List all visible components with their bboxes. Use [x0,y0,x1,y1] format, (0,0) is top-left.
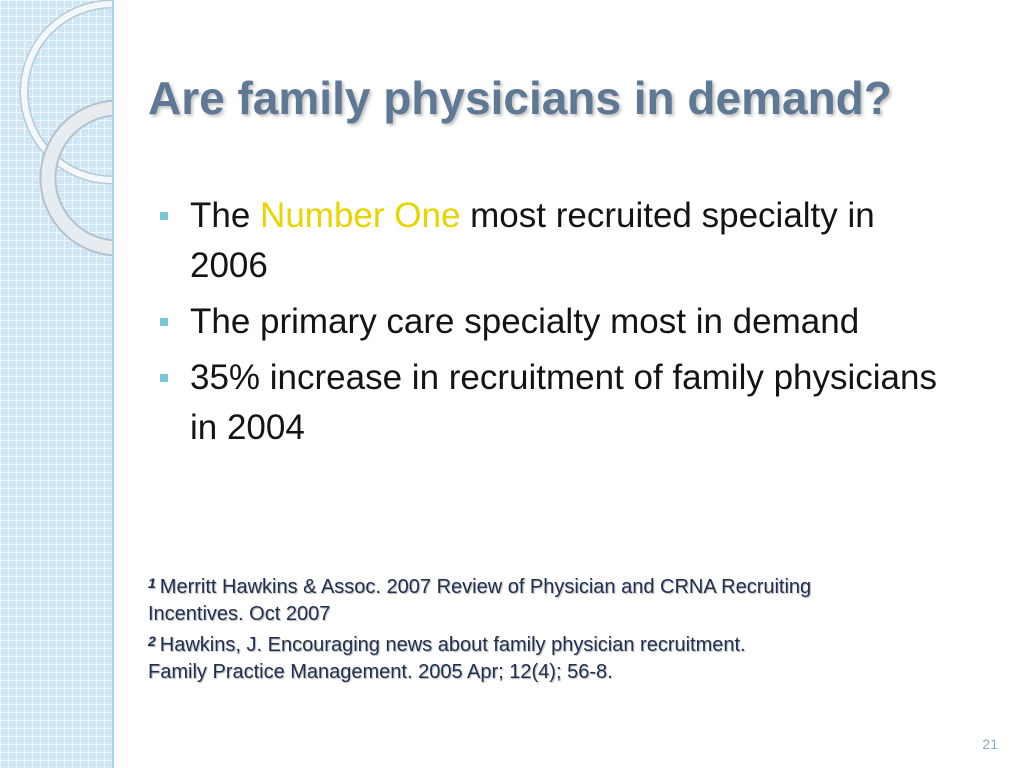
bullet-text-continuation: in 2004 [190,408,305,447]
references: 1 Merritt Hawkins & Assoc. 2007 Review of… [148,570,811,686]
reference-text: Hawkins, J. Encouraging news about famil… [159,634,746,656]
bullet-text-suffix: most recruited specialty in [460,196,875,235]
slide-title: Are family physicians in demand? [148,72,892,124]
square-bullet-icon [160,374,168,382]
decorative-side-strip [0,0,114,768]
reference-text: Merritt Hawkins & Assoc. 2007 Review of … [159,576,812,598]
bullet-list: The Number One most recruited specialty … [160,191,937,459]
reference-marker: 2 [148,633,156,649]
bullet-text-continuation: 2006 [190,246,268,285]
reference-1-line-1: 1 Merritt Hawkins & Assoc. 2007 Review of… [148,570,811,601]
reference-marker: 1 [148,575,156,591]
reference-2-line-1: 2 Hawkins, J. Encouraging news about fami… [148,628,811,659]
bullet-text-prefix: The [190,196,261,235]
reference-2-line-2: Family Practice Management. 2005 Apr; 12… [148,661,613,683]
ring-ornament-icon [19,0,112,257]
bullet-item: The primary care specialty most in deman… [160,297,937,347]
square-bullet-icon [160,212,168,220]
highlighted-text: Number One [260,196,461,235]
page-number: 21 [982,736,998,752]
bullet-text: 35% increase in recruitment of family ph… [190,358,937,397]
reference-1-line-2: Incentives. Oct 2007 [148,603,331,625]
bullet-item: 35% increase in recruitment of family ph… [160,353,937,453]
square-bullet-icon [160,318,168,326]
bullet-text: The primary care specialty most in deman… [190,302,860,341]
bullet-item: The Number One most recruited specialty … [160,191,937,291]
